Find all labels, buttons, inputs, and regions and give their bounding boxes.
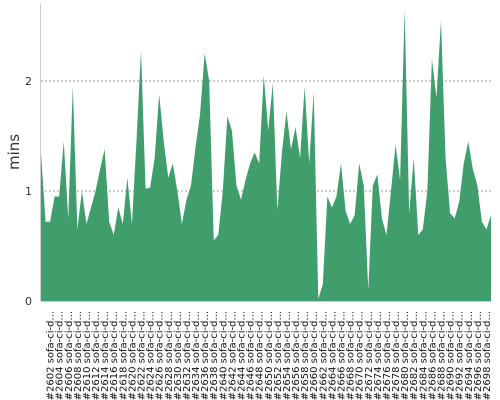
y-tick-label: 0 [25,295,32,308]
x-tick-label: #2694 sofa-ci-d... [464,311,475,400]
x-tick-label: #2616 sofa-ci-d... [109,311,120,400]
x-tick-label: #2652 sofa-ci-d... [273,311,284,400]
x-tick-label: #2690 sofa-ci-d... [446,311,457,400]
x-tick-label: #2654 sofa-ci-d... [282,311,293,400]
x-tick-label: #2638 sofa-ci-d... [209,311,220,400]
x-tick-label: #2662 sofa-ci-d... [318,311,329,400]
chart-axes [40,4,491,302]
x-tick-label: #2692 sofa-ci-d... [455,311,466,400]
x-tick-label: #2614 sofa-ci-d... [100,311,111,400]
x-tick-label: #2622 sofa-ci-d... [137,311,148,400]
x-tick-label: #2668 sofa-ci-d... [346,311,357,400]
x-tick-label: #2682 sofa-ci-d... [409,311,420,400]
x-tick-label: #2608 sofa-ci-d... [73,311,84,400]
x-tick-label: #2606 sofa-ci-d... [64,311,75,400]
x-tick-label: #2646 sofa-ci-d... [246,311,257,400]
x-tick-label: #2684 sofa-ci-d... [418,311,429,400]
x-tick-label: #2674 sofa-ci-d... [373,311,384,400]
x-tick-label: #2660 sofa-ci-d... [309,311,320,400]
x-tick-label: #2642 sofa-ci-d... [227,311,238,400]
x-tick-label: #2636 sofa-ci-d... [200,311,211,400]
x-tick-label: #2640 sofa-ci-d... [218,311,229,400]
x-tick-label: #2618 sofa-ci-d... [118,311,129,400]
x-tick-label: #2604 sofa-ci-d... [55,311,66,400]
x-tick-label: #2698 sofa-ci-d... [482,311,493,400]
chart-area-series [41,9,491,301]
x-tick-label: #2664 sofa-ci-d... [327,311,338,400]
x-tick-label: #2670 sofa-ci-d... [355,311,366,400]
x-tick-label: #2610 sofa-ci-d... [82,311,93,400]
x-tick-label: #2644 sofa-ci-d... [237,311,248,400]
x-tick-label: #2612 sofa-ci-d... [91,311,102,400]
x-tick-label: #2658 sofa-ci-d... [300,311,311,400]
x-tick-label: #2686 sofa-ci-d... [427,311,438,400]
y-axis-title: mins [5,134,23,170]
x-tick-label: #2672 sofa-ci-d... [364,311,375,400]
x-tick-label: #2688 sofa-ci-d... [437,311,448,400]
y-axis-ticks: 0 1 2 [25,75,32,308]
x-tick-label: #2676 sofa-ci-d... [382,311,393,400]
x-tick-label: #2624 sofa-ci-d... [146,311,157,400]
y-tick-label: 1 [25,185,32,198]
x-tick-label: #2634 sofa-ci-d... [191,311,202,400]
x-tick-label: #2628 sofa-ci-d... [164,311,175,400]
x-tick-label: #2656 sofa-ci-d... [291,311,302,400]
x-tick-label: #2666 sofa-ci-d... [337,311,348,400]
x-tick-label: #2680 sofa-ci-d... [400,311,411,400]
x-tick-label: #2630 sofa-ci-d... [173,311,184,400]
x-tick-label: #2602 sofa-ci-d... [46,311,57,400]
x-tick-label: #2632 sofa-ci-d... [182,311,193,400]
x-tick-label: #2650 sofa-ci-d... [264,311,275,400]
y-tick-label: 2 [25,75,32,88]
x-tick-label: #2648 sofa-ci-d... [255,311,266,400]
x-tick-label: #2696 sofa-ci-d... [473,311,484,400]
x-axis-ticks: #2602 sofa-ci-d...#2604 sofa-ci-d...#260… [46,311,493,400]
x-tick-label: #2620 sofa-ci-d... [127,311,138,400]
x-tick-label: #2626 sofa-ci-d... [155,311,166,400]
x-tick-label: #2678 sofa-ci-d... [391,311,402,400]
